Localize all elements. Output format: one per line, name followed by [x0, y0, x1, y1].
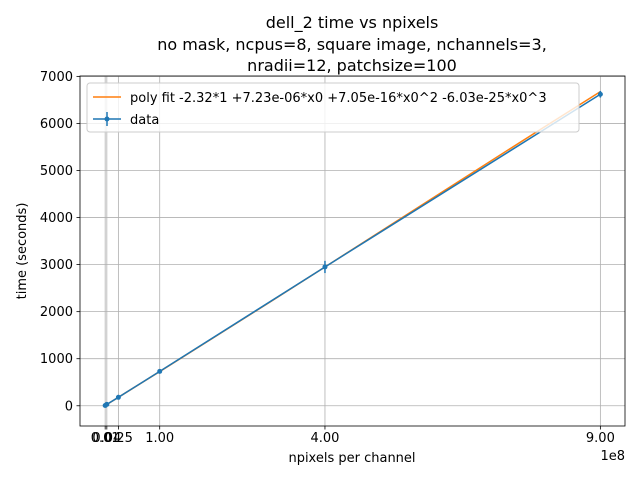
data-point — [115, 394, 121, 400]
x-tick-label: 4.00 — [310, 431, 339, 446]
x-axis-offset-label: 1e8 — [600, 449, 625, 464]
data-point — [322, 264, 328, 270]
y-tick-label: 6000 — [40, 117, 73, 132]
legend-fit-label: poly fit -2.32*1 +7.23e-06*x0 +7.05e-16*… — [130, 91, 547, 106]
legend-box — [86, 82, 580, 133]
series-layer — [102, 90, 603, 408]
y-tick-label: 7000 — [40, 70, 73, 85]
y-tick-label: 2000 — [40, 305, 73, 320]
plot-frame — [79, 75, 626, 427]
y-tick-label: 4000 — [40, 211, 73, 226]
x-tick-label: 9.00 — [586, 431, 615, 446]
x-tick-label: 0.04 — [92, 431, 121, 446]
ticks: 0.010.040.25 1.00 4.00 9.00 0 1000 2000 3000 400… — [40, 70, 615, 446]
legend-data-label: data — [130, 113, 159, 128]
y-tick-label: 0 — [65, 399, 73, 414]
y-axis-label: time (seconds) — [15, 203, 30, 300]
chart-title-line-2: no mask, ncpus=8, square image, nchannel… — [157, 35, 547, 54]
data-point — [104, 401, 110, 407]
y-tick-label: 5000 — [40, 164, 73, 179]
x-tick-label: 1.00 — [145, 431, 174, 446]
x-tick-label: 0.01 — [91, 431, 120, 446]
x-tick-label: 0.25 — [104, 431, 133, 446]
x-axis-label: npixels per channel — [288, 451, 415, 466]
chart-title-line-3: nradii=12, patchsize=100 — [247, 56, 457, 75]
legend-data-marker — [104, 116, 110, 122]
legend: poly fit -2.32*1 +7.23e-06*x0 +7.05e-16*… — [86, 82, 580, 133]
y-tick-label: 1000 — [40, 352, 73, 367]
data-point — [157, 368, 163, 374]
y-tick-label: 3000 — [40, 258, 73, 273]
chart-title-line-1: dell_2 time vs npixels — [266, 13, 439, 33]
data-point — [597, 91, 603, 97]
